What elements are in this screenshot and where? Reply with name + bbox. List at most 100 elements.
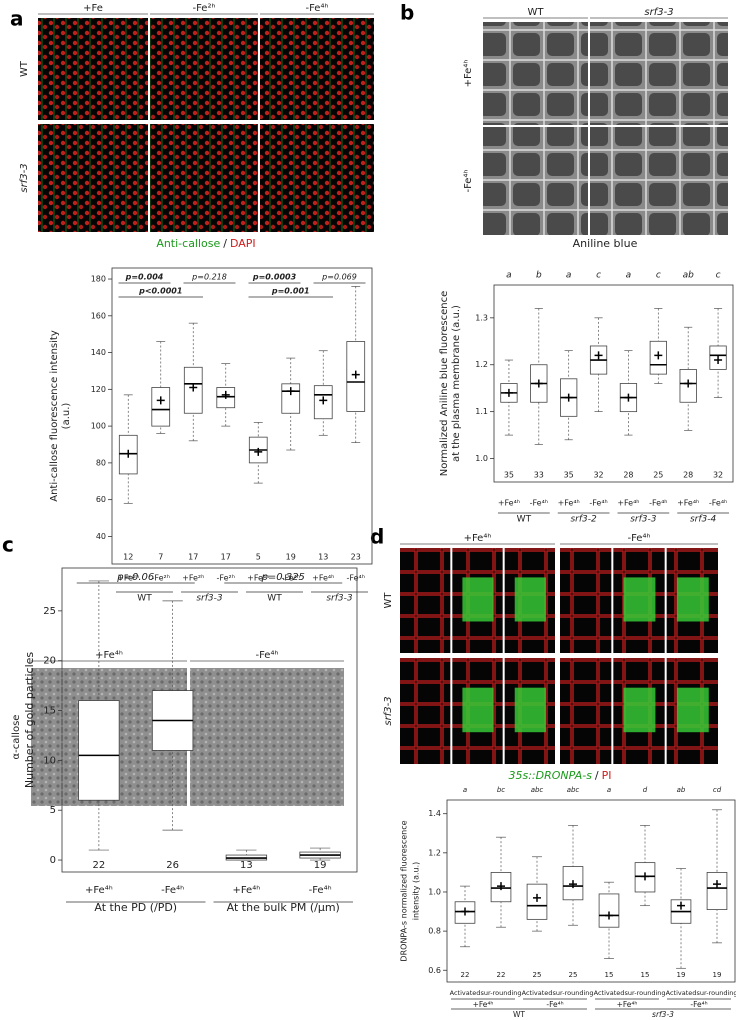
row-label: WT [19,60,30,77]
y-tick-label: 1.1 [475,407,488,416]
group-letter: abc [567,786,580,794]
mean [533,893,541,902]
groups-label: At the PD (/PD) [94,901,177,914]
mean [156,396,165,405]
row-label: srf3-3 [19,163,30,192]
micrograph [560,658,612,764]
groups-label: WT [513,1010,525,1019]
n-label: 32 [713,471,723,480]
n-label: 22 [497,971,506,979]
n-label: 25 [653,471,663,480]
p-value: p=0.001 [271,287,310,296]
y-tick-label: 1.0 [428,887,441,896]
caption: Anti-callose / DAPI [156,237,255,250]
y-tick-label: 1.3 [475,313,488,322]
x-tick-label: -Fe²ʰ [152,574,170,583]
panel-letter: b [400,1,414,25]
n-label: 32 [593,471,603,480]
dronpa-signal [462,687,494,733]
mean [564,393,573,402]
x-tick-label: sur-rounding [696,989,736,997]
n-label: 22 [461,971,470,979]
n-label: 19 [713,971,722,979]
groups-label: WT [517,515,532,525]
mean [641,872,649,881]
y-tick-label: 1.0 [475,454,488,463]
plot-frame [61,567,358,873]
y-axis-label: Normalized Aniline blue fluorescence [439,291,450,477]
row-label: α-callose [11,715,22,760]
n-label: 12 [123,553,133,562]
y-tick-label: 120 [91,385,106,394]
mean [124,449,133,458]
x-tick-label: +Fe⁴ʰ [247,574,269,583]
n-label: 35 [564,471,574,480]
group-letter: c [716,271,721,281]
x-tick-label: -Fe⁴ʰ [589,499,607,508]
group-letter: c [596,271,601,281]
dronpa-signal [514,687,546,733]
x-tick-label: -Fe⁴ʰ [309,885,332,896]
group-letter: ab [677,786,686,794]
n-label: 15 [605,971,614,979]
subgroups-label: +Fe⁴ʰ [473,1000,494,1009]
y-tick-label: 160 [91,311,106,320]
group-letter: abc [531,786,544,794]
micrograph [590,22,728,125]
y-tick-label: 15 [43,706,56,717]
caption-part: Anti-callose [156,237,220,250]
column-label: -Fe⁴ʰ [627,533,650,544]
mean [189,383,198,392]
group-letter: a [566,271,572,281]
n-label: 28 [683,471,693,480]
x-tick-label: Activated [522,989,553,997]
mean [714,356,723,365]
groups-label: WT [137,594,152,604]
groups-label: At the bulk PM (/μm) [227,901,340,914]
x-tick-label: Activated [450,989,481,997]
n-label: 33 [534,471,544,480]
x-tick-label: -Fe⁴ʰ [282,574,300,583]
column-label: -Fe⁴ʰ [255,650,278,661]
p-value: p=0.0003 [252,273,297,282]
group-letter: bc [497,786,505,794]
x-tick-label: +Fe⁴ʰ [558,499,580,508]
group-letter: a [626,271,632,281]
mean [569,880,577,889]
micrograph [260,18,374,120]
y-tick-label: 20 [43,656,56,667]
mean [605,911,613,920]
column-label: -Fe²ʰ [192,3,215,14]
dronpa-signal [514,577,546,622]
n-label: 5 [256,553,261,562]
panel-letter: a [10,7,24,31]
n-label: 25 [569,971,578,979]
subgroups-label: +Fe⁴ʰ [617,1000,638,1009]
y-axis-label: Number of gold particles [23,652,36,789]
x-tick-label: Activated [666,989,697,997]
group-letter: d [643,786,648,794]
x-tick-label: sur-rounding [480,989,521,997]
x-tick-label: Activated [594,989,625,997]
x-tick-label: +Fe²ʰ [117,574,139,583]
y-tick-label: 100 [91,422,106,431]
caption-part: PI [602,769,612,782]
p-value: p<0.0001 [138,287,182,296]
mean [684,379,693,388]
n-label: 17 [221,553,231,562]
p-value: p=0.06 [116,572,154,583]
groups-label: srf3-3 [652,1010,674,1019]
y-tick-label: 140 [91,348,106,357]
caption-part: / [595,769,599,782]
n-label: 19 [286,553,296,562]
x-tick-label: +Fe⁴ʰ [617,499,639,508]
n-label: 19 [677,971,686,979]
panel-letter: c [2,533,14,557]
group-letter: c [656,271,661,281]
x-tick-label: -Fe⁴ʰ [649,499,667,508]
y-tick-label: 1.4 [428,809,441,818]
y-tick-label: 180 [91,275,106,284]
caption-part: 35s::DRONPA-s [508,769,592,782]
row-label: -Fe⁴ʰ [463,169,474,192]
